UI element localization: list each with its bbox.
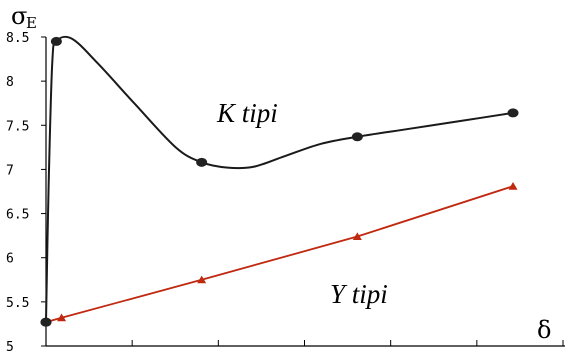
- data-point-k-tipi: [351, 132, 363, 142]
- series-line-y-tipi: [45, 185, 514, 324]
- y-tick-label: 5.5: [6, 296, 29, 311]
- data-point-k-tipi: [507, 108, 519, 118]
- k-series-label: K tipi: [216, 98, 278, 128]
- data-point-y-tipi: [508, 182, 518, 190]
- series-y-tipi: [40, 182, 518, 327]
- y-tick-label: 7.5: [6, 119, 29, 134]
- data-point-k-tipi: [196, 157, 208, 167]
- series-k-tipi: [40, 35, 519, 327]
- y-tick-label: 8: [6, 75, 14, 90]
- data-point-y-tipi: [57, 313, 67, 322]
- data-point-y-tipi: [352, 232, 362, 241]
- series-line-k-tipi: [45, 35, 514, 323]
- y-axis-label-subscript: E: [26, 14, 37, 32]
- x-axis-label: δ: [537, 316, 551, 344]
- y-tick-label: 7: [6, 163, 14, 178]
- y-tick-label: 6: [6, 252, 14, 267]
- y-tick-label: 5: [6, 340, 14, 353]
- data-point-y-tipi: [40, 317, 52, 327]
- y-tick-label: 6.5: [6, 208, 29, 223]
- y-axis-label: σ: [11, 2, 27, 30]
- y-tick-label: 8.5: [6, 31, 29, 46]
- y-series-label: Y tipi: [330, 279, 388, 309]
- data-point-y-tipi: [197, 275, 207, 284]
- data-point-k-tipi: [50, 36, 62, 46]
